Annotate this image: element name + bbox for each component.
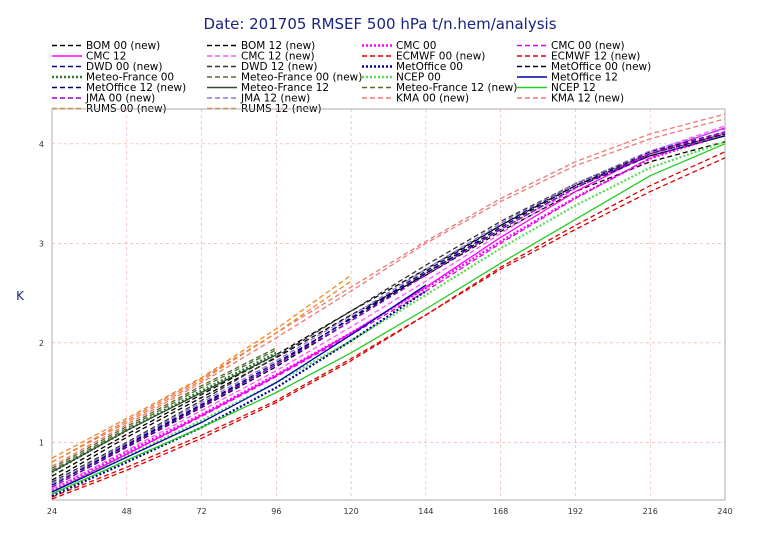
series-line (51, 131, 726, 488)
series-line (51, 131, 726, 493)
legend-entry: DWD 12 (new) (241, 61, 317, 73)
series-line (51, 140, 726, 493)
series-line (51, 284, 427, 493)
legend: BOM 00 (new) BOM 12 (new) CMC 00 CMC 00 (ne… (52, 40, 651, 115)
series-line (51, 135, 726, 485)
legend-entry: JMA 12 (new) (240, 93, 310, 105)
legend-entry: CMC 00 (396, 40, 436, 52)
legend-entry: Meteo-France 12 (new) (396, 82, 517, 94)
legend-entry: DWD 00 (new) (86, 61, 162, 73)
legend-entry: KMA 12 (new) (551, 93, 624, 105)
x-tick-label: 168 (493, 507, 508, 516)
y-tick-label: 3 (39, 239, 44, 248)
series-line (51, 151, 726, 498)
x-tick-label: 120 (343, 507, 358, 516)
x-tick-label: 192 (568, 507, 583, 516)
y-tick-label: 2 (39, 339, 44, 348)
series-line (51, 135, 726, 477)
legend-entry: MetOffice 12 (551, 72, 618, 84)
y-tick-label: 4 (39, 140, 44, 149)
legend-entry: CMC 12 (new) (241, 51, 315, 63)
legend-entry: MetOffice 00 (396, 61, 463, 73)
y-tick-label: 1 (39, 438, 44, 447)
legend-entry: NCEP 00 (396, 72, 441, 84)
series-line (51, 347, 277, 469)
legend-entry: BOM 00 (new) (86, 40, 160, 52)
series-line (51, 274, 352, 459)
series-line (51, 113, 726, 463)
x-tick-label: 24 (47, 507, 57, 516)
legend-entry: BOM 12 (new) (241, 40, 315, 52)
series-line (51, 354, 277, 473)
y-axis-label: K (16, 289, 25, 303)
legend-entry: KMA 00 (new) (396, 93, 469, 105)
legend-entry: MetOffice 00 (new) (551, 61, 651, 73)
legend-entry: CMC 00 (new) (551, 40, 625, 52)
series-line (51, 133, 726, 483)
legend-entry: ECMWF 12 (new) (551, 51, 640, 63)
y-tick-labels: 1 2 3 4 (39, 140, 44, 447)
series-line (51, 125, 726, 490)
series-line (51, 157, 726, 500)
x-tick-label: 216 (643, 507, 658, 516)
x-tick-label: 144 (418, 507, 433, 516)
chart-title: Date: 201705 RMSEF 500 hPa t/n.hem/analy… (203, 15, 556, 33)
legend-entry: NCEP 12 (551, 82, 596, 94)
x-tick-label: 240 (717, 507, 732, 516)
legend-entry: CMC 12 (86, 51, 126, 63)
series-line (51, 118, 726, 467)
series-line (51, 349, 277, 471)
legend-entry: MetOffice 12 (new) (86, 82, 186, 94)
x-tick-label: 96 (271, 507, 281, 516)
plot-area (51, 108, 726, 501)
series-line (51, 280, 352, 463)
legend-entry: Meteo-France 00 (new) (241, 72, 362, 84)
series-line (51, 143, 726, 495)
series-line (51, 133, 726, 488)
x-tick-labels: 24 48 72 96 120 144 168 192 216 240 (47, 507, 733, 516)
series-lines (51, 113, 726, 500)
legend-entry: JMA 00 (new) (85, 93, 155, 105)
series-line (51, 128, 726, 485)
x-tick-label: 48 (122, 507, 132, 516)
series-line (51, 351, 277, 474)
legend-entry: ECMWF 00 (new) (396, 51, 485, 63)
legend-entry: Meteo-France 00 (86, 72, 174, 84)
x-tick-label: 72 (196, 507, 206, 516)
legend-entry: Meteo-France 12 (241, 82, 329, 94)
series-line (51, 290, 427, 498)
